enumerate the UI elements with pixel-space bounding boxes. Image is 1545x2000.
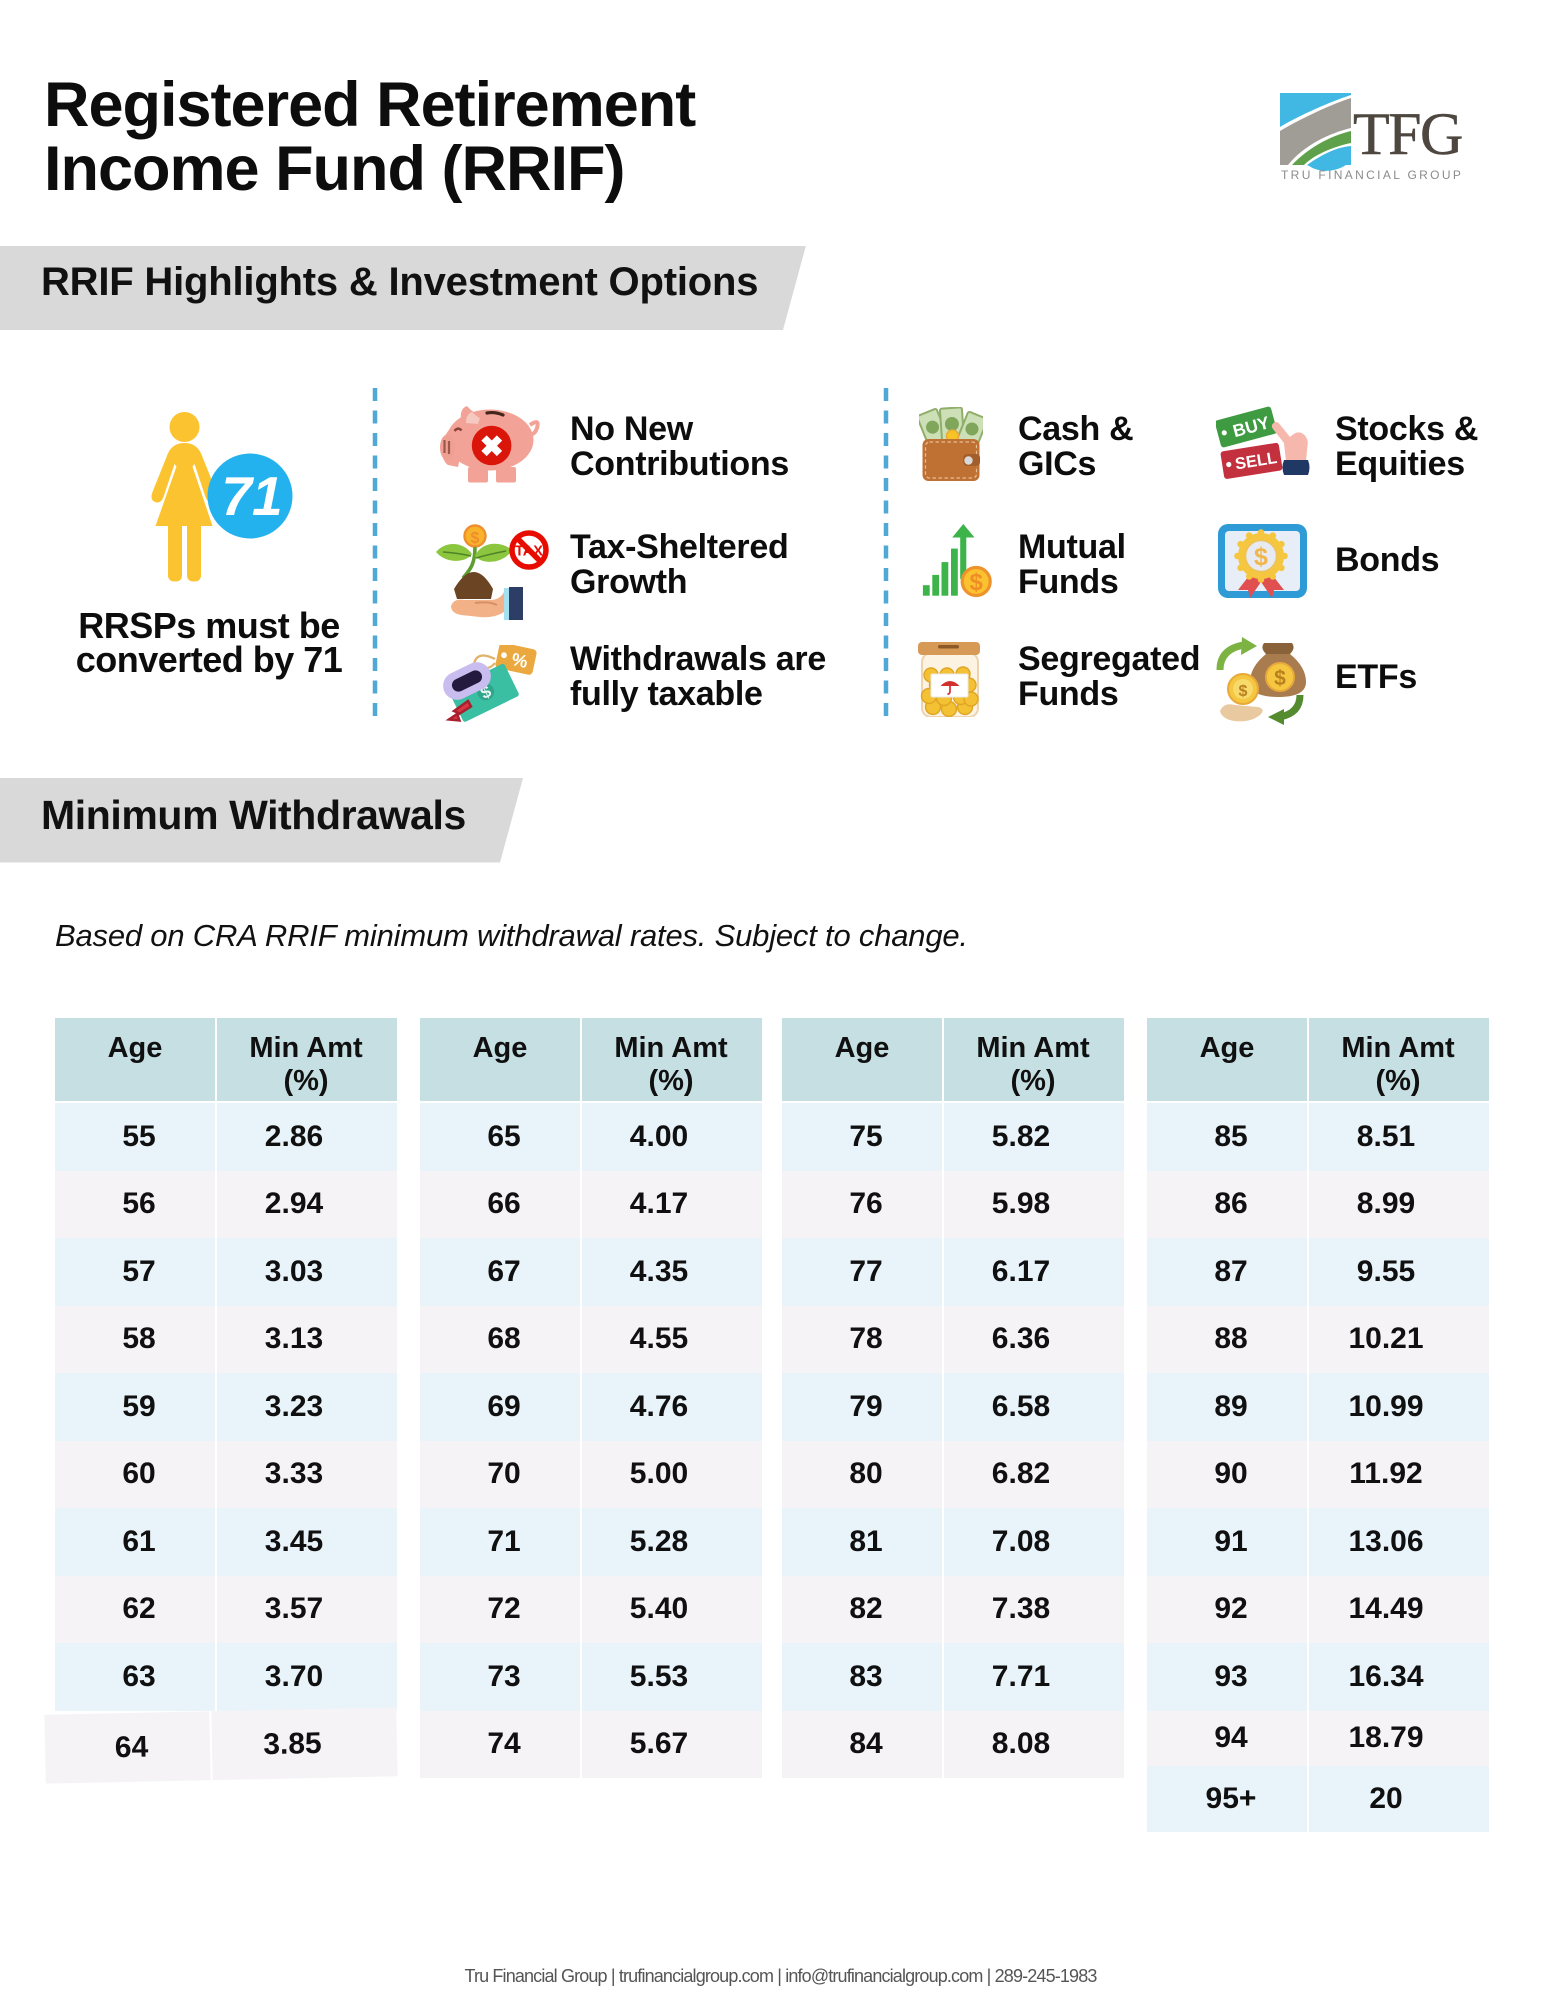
svg-text:%: %	[510, 649, 530, 672]
svg-text:$: $	[471, 530, 480, 547]
svg-text:$: $	[1254, 543, 1268, 571]
svg-text:$: $	[1274, 667, 1286, 690]
svg-text:$: $	[970, 569, 984, 596]
svg-text:$: $	[1239, 683, 1248, 700]
svg-text:71: 71	[221, 465, 282, 527]
